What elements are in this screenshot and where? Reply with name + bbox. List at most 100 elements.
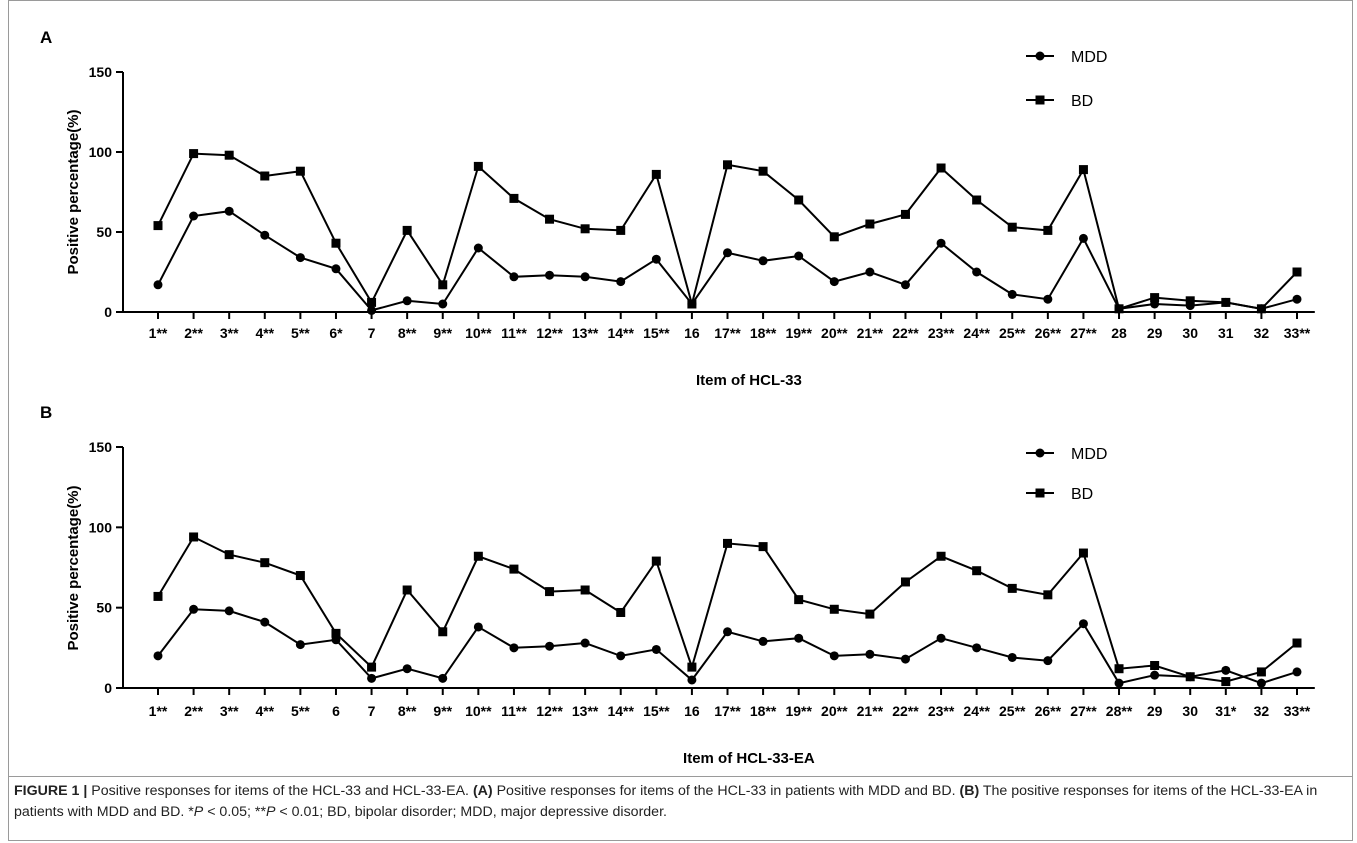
panel-b-series-bd-point: [1221, 677, 1231, 687]
panel-a-series-bd-point: [1007, 222, 1017, 232]
caption-text-1: Positive responses for items of the HCL-…: [87, 783, 473, 799]
panel-a-x-tick-label: 26**: [1035, 325, 1062, 341]
panel-b-series-mdd-point: [1078, 619, 1088, 629]
panel-a-series-mdd-point: [1292, 294, 1302, 304]
panel-b-series-mdd-point: [1256, 678, 1266, 688]
panel-b-x-tick-label: 31*: [1215, 703, 1237, 719]
figure-frame: [8, 0, 1353, 841]
panel-a-series-bd-point: [794, 195, 804, 205]
panel-b-letter: B: [40, 403, 52, 422]
panel-b-x-tick-label: 1**: [149, 703, 168, 719]
panel-b-x-tick-label: 16: [684, 703, 700, 719]
panel-b-series-bd-point: [1256, 667, 1266, 677]
panel-b-series-mdd-point: [758, 636, 768, 646]
panel-b-x-tick-label: 30: [1182, 703, 1198, 719]
panel-b-x-tick-label: 17**: [714, 703, 741, 719]
panel-b-series-mdd-point: [865, 649, 875, 659]
panel-b-series-mdd-point: [1292, 667, 1302, 677]
panel-b-series-bd-point: [1078, 548, 1088, 558]
panel-b-series-bd-point: [331, 628, 341, 638]
panel-b-series-bd-point: [616, 607, 626, 617]
panel-b-x-tick-label: 3**: [220, 703, 239, 719]
panel-b-x-tick-label: 5**: [291, 703, 310, 719]
panel-b-x-tick-label: 19**: [785, 703, 812, 719]
figure-charts: A 0 50 100 150 1** 2** 3** 4** 5** 6* 7 8** 9** 10** 11…: [40, 28, 1315, 767]
panel-b-x-tick-label: 11**: [501, 703, 527, 719]
panel-b-series-bd-point: [1150, 661, 1160, 671]
panel-b-series-mdd-point: [829, 651, 839, 661]
panel-b-series-mdd-point: [1043, 656, 1053, 666]
panel-a-series-bd-point: [1078, 165, 1088, 175]
panel-a-series-mdd-point: [936, 238, 946, 248]
panel-a-series-mdd-line: [157, 210, 1298, 312]
panel-a-series-mdd-point: [189, 211, 199, 221]
panel-a-series-bd-point: [153, 221, 163, 231]
caption-panel-b-ref: (B): [959, 783, 980, 799]
caption-p-symbol-1: P: [193, 804, 204, 820]
panel-b-series-mdd-point: [651, 644, 661, 654]
panel-b-series-bd-point: [900, 577, 910, 587]
panel-a-series-mdd-point: [1007, 289, 1017, 299]
panel-b-x-tick-label: 8**: [398, 703, 417, 719]
panel-a-x-tick-label: 21**: [857, 325, 884, 341]
panel-a-series-mdd-point: [473, 243, 483, 253]
panel-b-legend-bd-label: BD: [1071, 486, 1093, 503]
panel-a-x-tick-label: 27**: [1070, 325, 1097, 341]
panel-b-series-bd-point: [972, 566, 982, 576]
panel-b-series-bd-point: [829, 604, 839, 614]
panel-a-series-bd-point: [687, 299, 697, 309]
panel-a-series-mdd-point: [651, 254, 661, 264]
panel-b-x-tick-label: 23**: [928, 703, 955, 719]
panel-b-x-tick-label: 4**: [255, 703, 274, 719]
panel-a-x-tick-label: 6*: [329, 325, 343, 341]
panel-b-series-mdd-point: [936, 633, 946, 643]
panel-a-series-mdd-point: [580, 272, 590, 282]
panel-b-y-tick-label: 100: [89, 519, 113, 535]
panel-a-y-tick-label: 0: [104, 304, 112, 320]
panel-a-x-tick-label: 4**: [255, 325, 274, 341]
panel-b-series-bd-point: [295, 571, 305, 581]
panel-b-x-tick-label: 28**: [1106, 703, 1133, 719]
panel-b-x-tick-label: 13**: [572, 703, 599, 719]
panel-a-series-bd-point: [438, 280, 448, 290]
panel-b-x-tick-label: 15**: [643, 703, 670, 719]
panel-a-series-mdd-point: [1043, 294, 1053, 304]
panel-a-x-tick-label: 17**: [714, 325, 741, 341]
panel-a-series-bd-point: [402, 225, 412, 235]
panel-b-series-bd-point: [1114, 664, 1124, 674]
figure-caption: FIGURE 1 | Positive responses for items …: [14, 781, 1344, 823]
panel-b-series-mdd-point: [402, 664, 412, 674]
panel-a-x-tick-label: 29: [1147, 325, 1163, 341]
panel-a-x-axis-title: Item of HCL-33: [696, 372, 802, 389]
panel-a-series-mdd-point: [367, 305, 377, 315]
panel-b-series-bd-point: [936, 551, 946, 561]
caption-divider: [8, 776, 1353, 777]
panel-b-series-bd-point: [1007, 583, 1017, 593]
panel-a-y-tick-label: 150: [89, 64, 113, 80]
panel-a-x-tick-label: 15**: [643, 325, 670, 341]
caption-text-3: The positive responses for items of the …: [14, 783, 1318, 820]
panel-b-series-mdd-point: [260, 617, 270, 627]
panel-a-series-mdd-point: [865, 267, 875, 277]
panel-a-x-tick-label: 11**: [501, 325, 527, 341]
panel-a-legend-bd-marker: [1035, 95, 1045, 105]
panel-b-x-tick-label: 14**: [607, 703, 634, 719]
panel-b-x-tick-label: 6: [332, 703, 340, 719]
panel-a-series-bd-point: [473, 161, 483, 171]
panel-b-x-tick-label: 22**: [892, 703, 919, 719]
panel-a-series-mdd-point: [829, 277, 839, 287]
panel-b-series-mdd-point: [438, 673, 448, 683]
panel-a-x-tick-label: 3**: [220, 325, 239, 341]
panel-b-series-bd-point: [1292, 638, 1302, 648]
panel-b-series-mdd-point: [687, 675, 697, 685]
panel-a-series-bd-point: [224, 150, 234, 160]
panel-a-series-mdd-point: [1078, 233, 1088, 243]
panel-a-series-bd-point: [1114, 304, 1124, 314]
caption-label: FIGURE 1 |: [14, 783, 88, 799]
panel-b-series-bd-point: [758, 542, 768, 552]
panel-a-x-tick-label: 31: [1218, 325, 1234, 341]
panel-a-series-bd-point: [1043, 225, 1053, 235]
panel-a-series-bd-line: [157, 152, 1298, 311]
panel-b-legend-mdd-label: MDD: [1071, 446, 1107, 463]
panel-b-series-mdd-point: [473, 622, 483, 632]
